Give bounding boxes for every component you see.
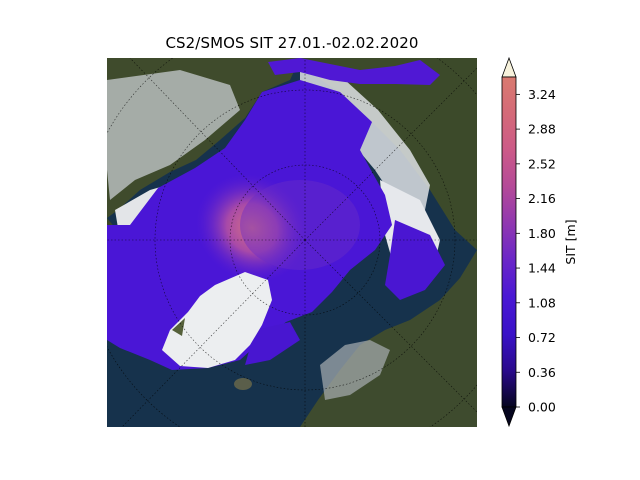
colorbar-tick-label: 2.52 (528, 156, 556, 171)
map-panel (107, 58, 477, 427)
colorbar-extend-max (501, 56, 517, 78)
colorbar-tick-label: 0.00 (528, 400, 556, 415)
colorbar-tick-label: 1.44 (528, 261, 556, 276)
land-siberia (300, 58, 477, 250)
map-title: CS2/SMOS SIT 27.01.-02.02.2020 (165, 34, 419, 52)
sea-ice-east-greenland (245, 322, 300, 365)
sea-ice-bering (268, 58, 440, 85)
colorbar-tick-label: 2.16 (528, 191, 556, 206)
greenland-ice-sheet (162, 272, 272, 368)
colorbar-tick-label: 0.36 (528, 365, 556, 380)
colorbar: 0.00 0.36 0.72 1.08 1.44 1.80 2.16 2.52 2.88 3.24… (501, 56, 578, 428)
greenland-coast (172, 318, 185, 336)
colorbar-tick-label: 1.80 (528, 226, 556, 241)
land-iceland (234, 378, 252, 390)
colorbar-tick-label: 3.24 (528, 87, 556, 102)
snow-europe (320, 340, 390, 400)
colorbar-label: SIT [m] (563, 219, 578, 264)
snow-canada (107, 70, 240, 200)
colorbar-tick-label: 0.72 (528, 330, 556, 345)
colorbar-ticks: 0.00 0.36 0.72 1.08 1.44 1.80 2.16 2.52 2.88 3.24 (516, 87, 556, 415)
colorbar-body (501, 76, 517, 408)
colorbar-tick-label: 2.88 (528, 122, 556, 137)
colorbar-tick-label: 1.08 (528, 295, 556, 310)
colorbar-extend-min (501, 406, 517, 428)
thick-ice-core (195, 173, 309, 283)
map-graticule (107, 58, 477, 427)
medium-ice-band (240, 180, 360, 270)
